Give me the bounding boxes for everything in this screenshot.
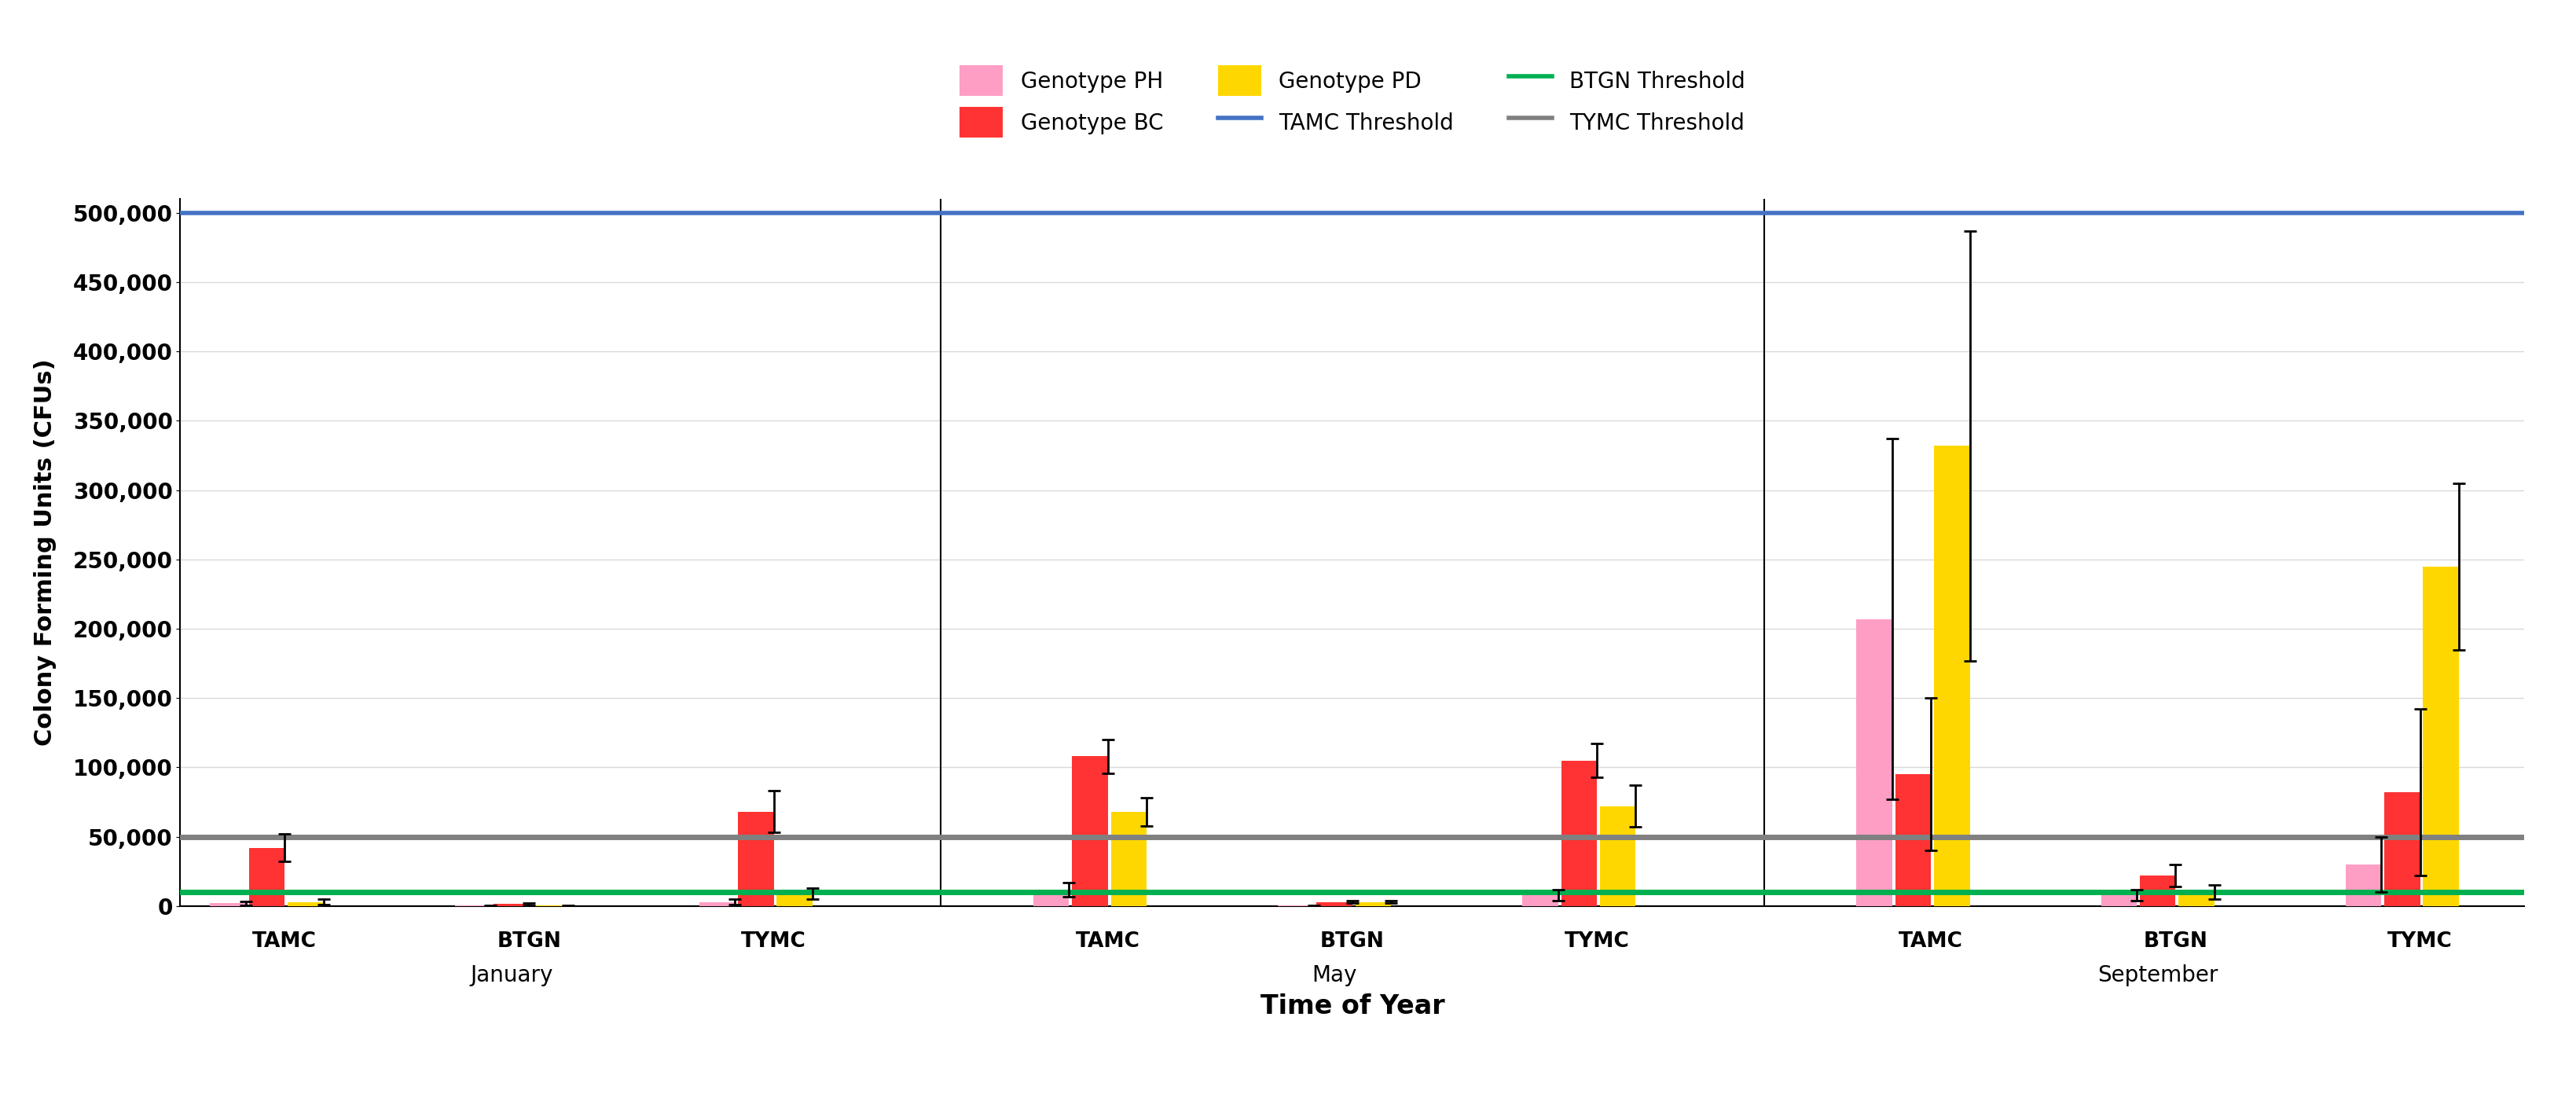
Bar xyxy=(2385,792,2419,906)
Bar xyxy=(211,903,245,906)
Bar xyxy=(2424,567,2460,906)
Y-axis label: Colony Forming Units (CFUs): Colony Forming Units (CFUs) xyxy=(33,359,57,746)
Text: January: January xyxy=(469,965,554,987)
Bar xyxy=(739,812,773,906)
Bar xyxy=(1316,902,1352,906)
X-axis label: Time of Year: Time of Year xyxy=(1260,993,1445,1019)
Text: TAMC: TAMC xyxy=(1899,932,1963,951)
Text: TAMC: TAMC xyxy=(1077,932,1141,951)
Text: BTGN: BTGN xyxy=(1321,932,1383,951)
Text: BTGN: BTGN xyxy=(2143,932,2208,951)
Bar xyxy=(1935,445,1971,906)
Bar xyxy=(698,902,734,906)
Bar xyxy=(1896,775,1932,906)
Bar xyxy=(289,902,325,906)
Bar xyxy=(1110,812,1146,906)
Bar xyxy=(778,894,811,906)
Bar xyxy=(1600,807,1636,906)
Bar xyxy=(1355,902,1391,906)
Text: TYMC: TYMC xyxy=(1564,932,1631,951)
Text: BTGN: BTGN xyxy=(497,932,562,951)
Bar xyxy=(2141,875,2177,906)
Bar xyxy=(495,904,528,906)
Bar xyxy=(250,848,286,906)
Text: TYMC: TYMC xyxy=(742,932,806,951)
Text: May: May xyxy=(1311,965,1358,987)
Text: TYMC: TYMC xyxy=(2388,932,2452,951)
Bar xyxy=(2102,895,2136,906)
Bar xyxy=(2179,892,2215,906)
Legend: Genotype PH, Genotype BC, Genotype PD, TAMC Threshold, BTGN Threshold, TYMC Thre: Genotype PH, Genotype BC, Genotype PD, T… xyxy=(948,54,1757,149)
Bar xyxy=(1033,890,1069,906)
Bar xyxy=(2347,864,2380,906)
Bar xyxy=(1857,619,1893,906)
Bar xyxy=(1072,756,1108,906)
Bar xyxy=(1522,895,1558,906)
Text: TAMC: TAMC xyxy=(252,932,317,951)
Bar xyxy=(1561,760,1597,906)
Text: September: September xyxy=(2097,965,2218,987)
